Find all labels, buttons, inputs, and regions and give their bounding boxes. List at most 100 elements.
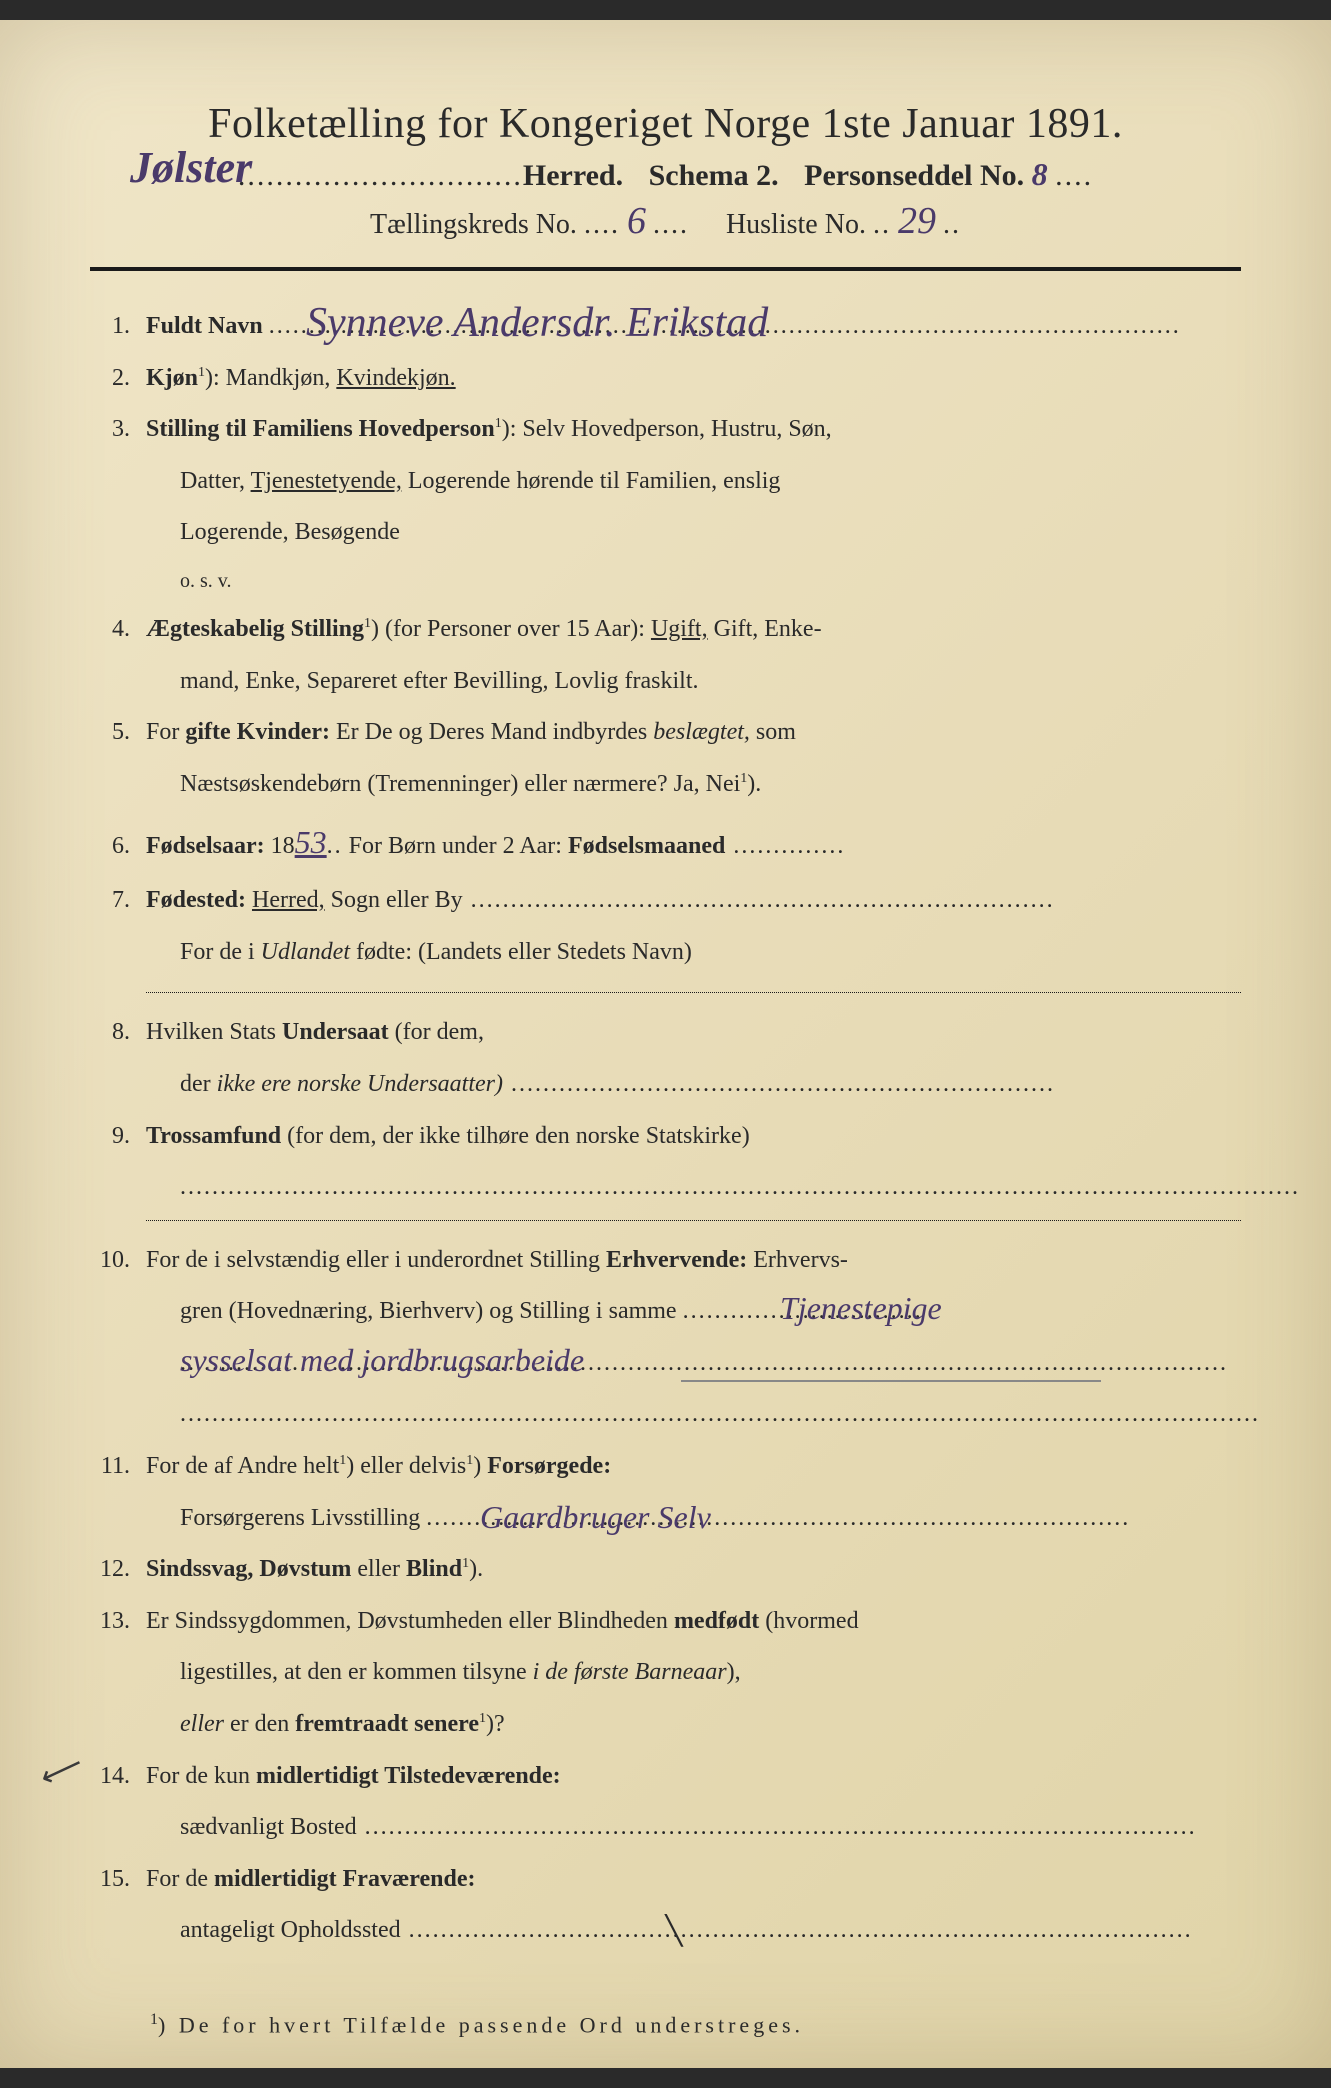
husliste-label: Husliste No. (726, 209, 866, 240)
document-title: Folketælling for Kongeriget Norge 1ste J… (90, 100, 1241, 148)
field-6-dots2: .............. (725, 833, 845, 859)
document-content: Folketælling for Kongeriget Norge 1ste J… (90, 100, 1241, 2038)
field-3: 3. Stilling til Familiens Hovedperson1):… (90, 410, 1241, 450)
field-14-num: 14. (90, 1757, 146, 1797)
tellingskreds-value: 6 (627, 200, 646, 242)
field-8-bold1: Undersaat (282, 1019, 389, 1045)
field-1-label: Fuldt Navn (146, 313, 263, 339)
field-10-num: 10. (90, 1241, 146, 1281)
field-4-text1: ) (for Personer over 15 Aar): (371, 616, 651, 642)
field-5-text4: ). (747, 771, 761, 797)
field-15-num: 15. (90, 1860, 146, 1900)
field-9-bold1: Trossamfund (146, 1123, 281, 1149)
field-3-body: Stilling til Familiens Hovedperson1): Se… (146, 410, 1241, 450)
field-3-line2b: Logerende hørende til Familien, enslig (402, 468, 781, 494)
field-15-bold1: midlertidigt Fraværende: (214, 1866, 476, 1892)
field-8-line2: der ikke ere norske Undersaatter) ......… (180, 1065, 1241, 1105)
field-7: 7. Fødested: Herred, Sogn eller By .....… (90, 881, 1241, 921)
field-11-bold1: Forsørgede: (487, 1453, 611, 1479)
field-11-line2-text: Forsørgerens Livsstilling (180, 1505, 420, 1531)
field-13-bold2: fremtraadt senere (295, 1711, 479, 1737)
dotted-leader-1: .............................. (238, 159, 523, 192)
field-6-body: Fødselsaar: 1853.. For Børn under 2 Aar:… (146, 816, 1241, 869)
field-15-text1: For de (146, 1866, 214, 1892)
field-5-line2: Næstsøskendebørn (Tremenninger) eller næ… (180, 765, 1241, 805)
field-5-bold1: gifte Kvinder: (185, 719, 330, 745)
field-9-line2: ........................................… (180, 1168, 1241, 1208)
field-7-dots: ........................................… (463, 887, 1055, 913)
field-10-text2: Erhvervs- (747, 1247, 848, 1273)
field-10-dots3: ........................................… (180, 1401, 1260, 1427)
field-1-body: Fuldt Navn Synneve Andersdr. Erikstad ..… (146, 307, 1241, 347)
field-4-sup: 1 (364, 616, 371, 631)
field-9: 9. Trossamfund (for dem, der ikke tilhør… (90, 1117, 1241, 1157)
field-13-line3a: eller (180, 1711, 224, 1737)
field-15-line2-text: antageligt Opholdssted (180, 1917, 401, 1943)
field-13-italic1: i de første Barneaar (533, 1659, 727, 1685)
field-10-bold1: Erhvervende: (606, 1247, 747, 1273)
field-2-sup: 1 (198, 365, 205, 380)
arrow-mark: ⟵ (35, 1746, 89, 1796)
field-7-italic1: Udlandet (261, 939, 350, 965)
field-2-num: 2. (90, 359, 146, 399)
field-13-line3b: er den (224, 1711, 295, 1737)
field-11-body: For de af Andre helt1) eller delvis1) Fo… (146, 1447, 1241, 1487)
field-6: 6. Fødselsaar: 1853.. For Børn under 2 A… (90, 816, 1241, 869)
footnote: 1) De for hvert Tilfælde passende Ord un… (150, 2011, 1241, 2038)
field-14: 14. For de kun midlertidigt Tilstedevære… (90, 1757, 1241, 1797)
field-5-body: For gifte Kvinder: Er De og Deres Mand i… (146, 713, 1241, 753)
dotted-leader-2: .... (584, 209, 620, 240)
field-2: 2. Kjøn1): Mandkjøn, Kvindekjøn. (90, 359, 1241, 399)
field-14-line2: sædvanligt Bosted ......................… (180, 1808, 1241, 1848)
field-2-label: Kjøn (146, 365, 198, 391)
field-6-num: 6. (90, 827, 146, 867)
field-10: 10. For de i selvstændig eller i underor… (90, 1241, 1241, 1281)
field-10-text1: For de i selvstændig eller i underordnet… (146, 1247, 606, 1273)
header-row-2: Tællingskreds No. .... 6 .... Husliste N… (90, 199, 1241, 243)
field-1-num: 1. (90, 307, 146, 347)
field-3-line3: Logerende, Besøgende (180, 513, 1241, 553)
tellingskreds-label: Tællingskreds No. (370, 209, 577, 240)
schema-label: Schema 2. (649, 159, 779, 192)
field-5-text1: For (146, 719, 185, 745)
field-7-line2: For de i Udlandet fødte: (Landets eller … (180, 933, 1241, 973)
field-7-line2a: For de i (180, 939, 261, 965)
field-4-u: Ugift, (651, 616, 708, 642)
field-8-text2: (for dem, (389, 1019, 484, 1045)
field-13-body: Er Sindssygdommen, Døvstumheden eller Bl… (146, 1602, 1241, 1642)
separator-after-7 (146, 992, 1241, 993)
field-3-text1: ): Selv Hovedperson, Hustru, Søn, (502, 416, 832, 442)
field-5-text2: Er De og Deres Mand indbyrdes (330, 719, 653, 745)
field-4-text2: Gift, Enke- (708, 616, 822, 642)
field-13-sup2: 1 (479, 1711, 486, 1726)
dotted-trailer-2: .. (943, 209, 961, 240)
field-12-text2: ). (469, 1556, 483, 1582)
field-11-line2: Forsørgerens Livsstilling Gaardbruger Se… (180, 1499, 1241, 1539)
field-14-bold1: midlertidigt Tilstedeværende: (256, 1763, 561, 1789)
field-12-text1: eller (351, 1556, 406, 1582)
field-12: 12. Sindssvag, Døvstum eller Blind1). (90, 1550, 1241, 1590)
field-4-label: Ægteskabelig Stilling (146, 616, 364, 642)
field-3-num: 3. (90, 410, 146, 450)
field-13-line2: ligestilles, at den er kommen tilsyne i … (180, 1653, 1241, 1693)
footnote-marker: 1 (150, 2011, 158, 2028)
field-1: 1. Fuldt Navn Synneve Andersdr. Erikstad… (90, 307, 1241, 347)
field-7-bold1: Fødested: (146, 887, 246, 913)
pencil-underline (681, 1380, 1101, 1382)
field-15-line2: antageligt Opholdssted .................… (180, 1911, 1241, 1951)
field-7-u: Herred, (252, 887, 325, 913)
field-13-text1: Er Sindssygdommen, Døvstumheden eller Bl… (146, 1608, 674, 1634)
field-7-line2b: fødte: (Landets eller Stedets Navn) (350, 939, 692, 965)
field-8-italic1: ikke ere norske Undersaatter) (217, 1071, 503, 1097)
field-12-bold1: Sindssvag, Døvstum (146, 1556, 351, 1582)
field-13-line2a: ligestilles, at den er kommen tilsyne (180, 1659, 533, 1685)
field-8-body: Hvilken Stats Undersaat (for dem, (146, 1013, 1241, 1053)
field-2-text: ): Mandkjøn, (205, 365, 336, 391)
herred-handwritten: Jølster (130, 142, 252, 193)
field-10-body: For de i selvstændig eller i underordnet… (146, 1241, 1241, 1281)
dotted-trailer-1: .... (1055, 159, 1093, 192)
footnote-text: ) De for hvert Tilfælde passende Ord und… (158, 2012, 804, 2037)
separator-after-9 (146, 1220, 1241, 1221)
field-8-num: 8. (90, 1013, 146, 1053)
field-10-line3: sysselsat med jordbrugsarbeide .........… (180, 1344, 1241, 1384)
